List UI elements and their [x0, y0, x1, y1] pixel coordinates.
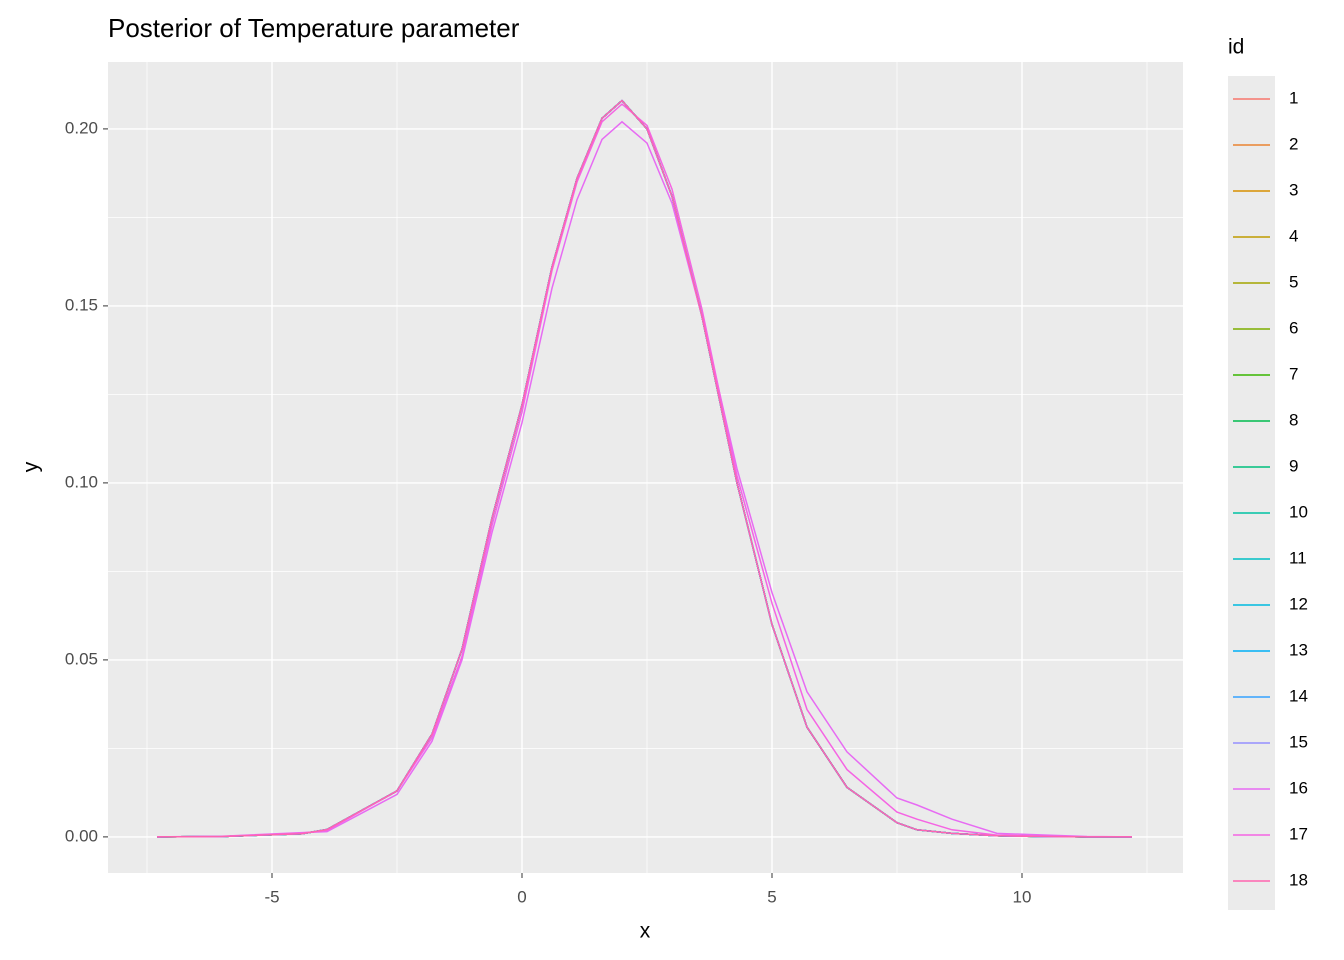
legend-label: 14	[1289, 686, 1308, 705]
y-tick-label: 0.20	[65, 118, 98, 137]
legend-label: 2	[1289, 134, 1298, 153]
x-axis-label: x	[640, 920, 651, 943]
y-tick-label: 0.10	[65, 472, 98, 491]
legend-label: 8	[1289, 410, 1298, 429]
legend-label: 9	[1289, 456, 1298, 475]
x-tick-label: 5	[767, 887, 776, 906]
y-tick-label: 0.15	[65, 295, 98, 314]
legend-label: 5	[1289, 272, 1298, 291]
legend-title: id	[1228, 36, 1244, 59]
legend-label: 6	[1289, 318, 1298, 337]
legend-background	[1228, 76, 1275, 910]
plot-background	[108, 62, 1183, 873]
legend-label: 15	[1289, 732, 1308, 751]
legend-label: 13	[1289, 640, 1308, 659]
legend-label: 10	[1289, 502, 1308, 521]
legend-label: 7	[1289, 364, 1298, 383]
y-tick-label: 0.05	[65, 649, 98, 668]
x-tick-label: -5	[264, 887, 279, 906]
legend-label: 11	[1289, 548, 1307, 567]
legend-label: 17	[1289, 824, 1308, 843]
x-tick-label: 10	[1013, 887, 1032, 906]
legend-label: 4	[1289, 226, 1298, 245]
legend-label: 12	[1289, 594, 1308, 613]
chart-title: Posterior of Temperature parameter	[108, 13, 520, 43]
x-tick-label: 0	[517, 887, 526, 906]
legend-label: 18	[1289, 870, 1308, 889]
y-axis-label: y	[20, 461, 43, 472]
y-tick-label: 0.00	[65, 826, 98, 845]
legend-label: 1	[1289, 88, 1298, 107]
series-line	[156, 99, 1132, 838]
legend-label: 16	[1289, 778, 1308, 797]
series-line	[156, 120, 1133, 838]
legend-label: 3	[1289, 180, 1298, 199]
